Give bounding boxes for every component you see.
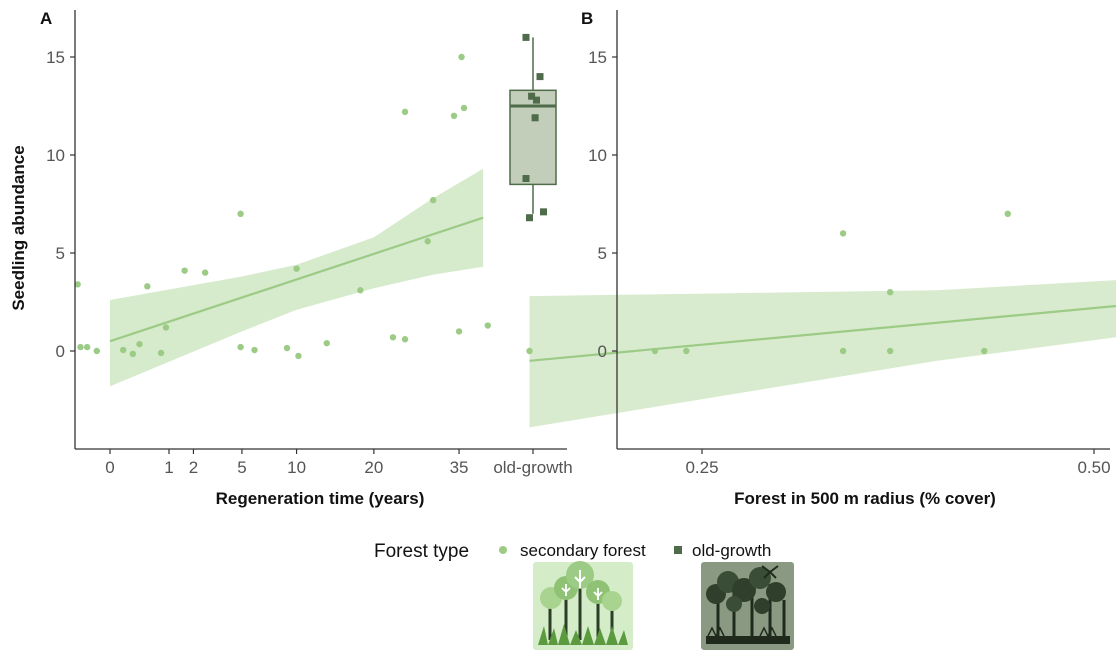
secondary-point [886,347,894,355]
old-growth-point [528,92,536,100]
x-tick-label-old-growth: old-growth [493,458,572,477]
secondary-point [237,210,244,217]
x-tick-label: 0 [105,458,114,477]
legend-old-growth-label: old-growth [692,541,771,560]
panel-a: A 0 5 10 15 0 1 2 5 10 20 35 old-growth Regeneratio… [9,9,573,508]
secondary-point [401,336,409,343]
y-tick-label: 15 [588,48,607,67]
secondary-fit-line [109,216,484,343]
panel-a-boxplot [509,37,557,214]
secondary-point [136,340,143,348]
panel-a-ticks: 0 5 10 15 0 1 2 5 10 20 35 old-growth [46,48,573,477]
panel-a-fit-lines [109,216,484,343]
y-tick-label: 0 [56,342,65,361]
legend: Forest type secondary forest old-growth [374,541,794,650]
x-tick-label: 35 [450,458,469,477]
panel-a-x-axis-title: Regeneration time (years) [216,489,425,508]
y-tick-label: 5 [598,244,607,263]
secondary-point [484,322,491,329]
secondary-point [424,238,431,245]
secondary-ribbon [529,280,1116,428]
secondary-point [839,230,847,237]
y-tick-label: 15 [46,48,65,67]
secondary-point [401,108,409,116]
x-tick-label: 0.50 [1077,458,1110,477]
y-tick-label: 10 [588,146,607,165]
secondary-point [357,287,364,294]
secondary-point [981,347,988,355]
old-growth-point [526,214,533,222]
secondary-point [651,347,659,355]
x-tick-label: 2 [189,458,198,477]
secondary-ribbon [110,168,484,387]
panel-a-letter: A [40,9,52,28]
x-tick-label: 1 [164,458,173,477]
old-growth-point [522,175,530,183]
secondary-point [74,281,81,288]
secondary-point [458,53,465,61]
secondary-point [450,112,458,120]
x-tick-label: 10 [287,458,306,477]
y-tick-label: 5 [56,244,65,263]
panel-b-letter: B [581,9,593,28]
legend-secondary-label: secondary forest [520,541,646,560]
x-tick-label: 20 [364,458,383,477]
x-tick-label: 5 [237,458,246,477]
secondary-point [295,352,302,360]
secondary-point [237,343,244,351]
secondary-point [119,346,127,354]
secondary-point [201,269,209,276]
secondary-point [283,344,291,352]
secondary-point [293,265,300,272]
secondary-point [886,289,894,296]
panel-b-x-axis-title: Forest in 500 m radius (% cover) [734,489,996,508]
secondary-point [93,347,101,355]
legend-secondary-marker [499,546,507,554]
old-growth-forest-trees-icon [701,562,794,650]
secondary-point [1004,210,1011,217]
panel-b-fit-lines [529,304,1116,362]
panel-a-y-axis-title: Seedling abundance [9,145,28,310]
old-growth-point [540,208,547,216]
panel-a-points [74,33,547,360]
panel-a-ribbons [110,168,484,387]
secondary-point [83,343,91,351]
secondary-forest-trees-icon [533,561,633,650]
secondary-point [251,346,258,354]
old-growth-point [531,114,539,122]
secondary-point [144,283,151,290]
old-growth-point [536,73,544,81]
secondary-point [157,349,165,357]
legend-old-growth-marker [674,546,682,554]
old-growth-point [522,33,530,41]
panel-b-ribbons [529,280,1116,428]
secondary-point [162,324,170,331]
secondary-point [526,347,533,355]
secondary-point [455,328,463,335]
box-iqr [509,89,557,186]
secondary-point [460,104,468,112]
x-tick-label: 0.25 [685,458,718,477]
old-growth-point [533,96,540,104]
secondary-point [389,334,397,341]
secondary-point [77,343,84,351]
secondary-point [323,339,330,347]
secondary-point [839,347,847,355]
secondary-fit-line [529,304,1116,362]
secondary-point [129,350,137,358]
secondary-point [683,347,690,355]
y-tick-label: 10 [46,146,65,165]
panel-b-points [526,210,1011,355]
legend-title: Forest type [374,541,469,562]
y-tick-label: 0 [598,342,607,361]
secondary-point [429,196,437,204]
secondary-point [181,267,188,274]
